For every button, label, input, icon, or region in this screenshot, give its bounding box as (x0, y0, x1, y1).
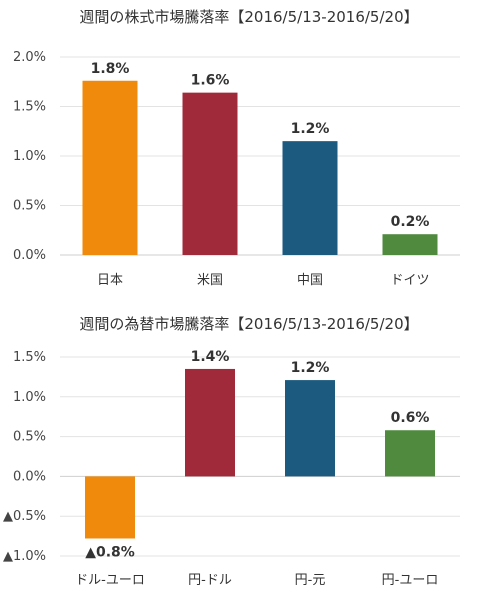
bar-1 (85, 476, 135, 539)
bar-2 (182, 92, 238, 255)
y-tick-label: 0.0% (13, 469, 46, 484)
data-label: 1.2% (291, 360, 330, 376)
y-tick-label: ▲1.0% (3, 549, 46, 564)
category-label: 円-ユーロ (382, 573, 439, 588)
fx-chart-title: 週間の為替市場騰落率【2016/5/13-2016/5/20】 (79, 315, 418, 333)
bar-4 (385, 430, 435, 477)
data-label: 0.6% (391, 410, 430, 426)
data-label: 1.4% (191, 349, 230, 365)
category-label: 円-ドル (188, 573, 232, 588)
y-tick-label: 0.5% (13, 199, 46, 214)
data-label: 1.6% (191, 73, 230, 89)
stock-chart-title: 週間の株式市場騰落率【2016/5/13-2016/5/20】 (79, 8, 418, 26)
bar-3 (285, 380, 335, 477)
y-tick-label: 0.0% (13, 248, 46, 263)
category-label: 円-元 (295, 573, 326, 588)
fx-market-chart: 週間の為替市場騰落率【2016/5/13-2016/5/20】 ▲1.0% ▲0.… (3, 315, 460, 588)
category-label: ドル-ユーロ (75, 573, 145, 588)
data-label: 0.2% (391, 214, 430, 230)
bar-2 (185, 368, 235, 477)
stock-market-chart: 週間の株式市場騰落率【2016/5/13-2016/5/20】 0.0% 0.5%… (13, 8, 460, 288)
y-tick-label: 2.0% (13, 50, 46, 65)
y-tick-label: 1.0% (13, 390, 46, 405)
y-tick-label: 0.5% (13, 430, 46, 445)
bar-4 (382, 234, 438, 255)
category-label: 中国 (297, 273, 323, 288)
data-label: ▲0.8% (85, 544, 135, 560)
y-tick-label: 1.5% (13, 350, 46, 365)
bar-1 (82, 80, 138, 255)
data-label: 1.8% (91, 61, 130, 77)
category-label: ドイツ (390, 273, 429, 288)
bar-3 (282, 141, 338, 255)
category-label: 日本 (97, 273, 123, 288)
y-tick-label: ▲0.5% (3, 509, 46, 524)
data-label: 1.2% (291, 121, 330, 137)
y-tick-label: 1.5% (13, 100, 46, 115)
y-tick-label: 1.0% (13, 149, 46, 164)
category-label: 米国 (197, 273, 223, 288)
